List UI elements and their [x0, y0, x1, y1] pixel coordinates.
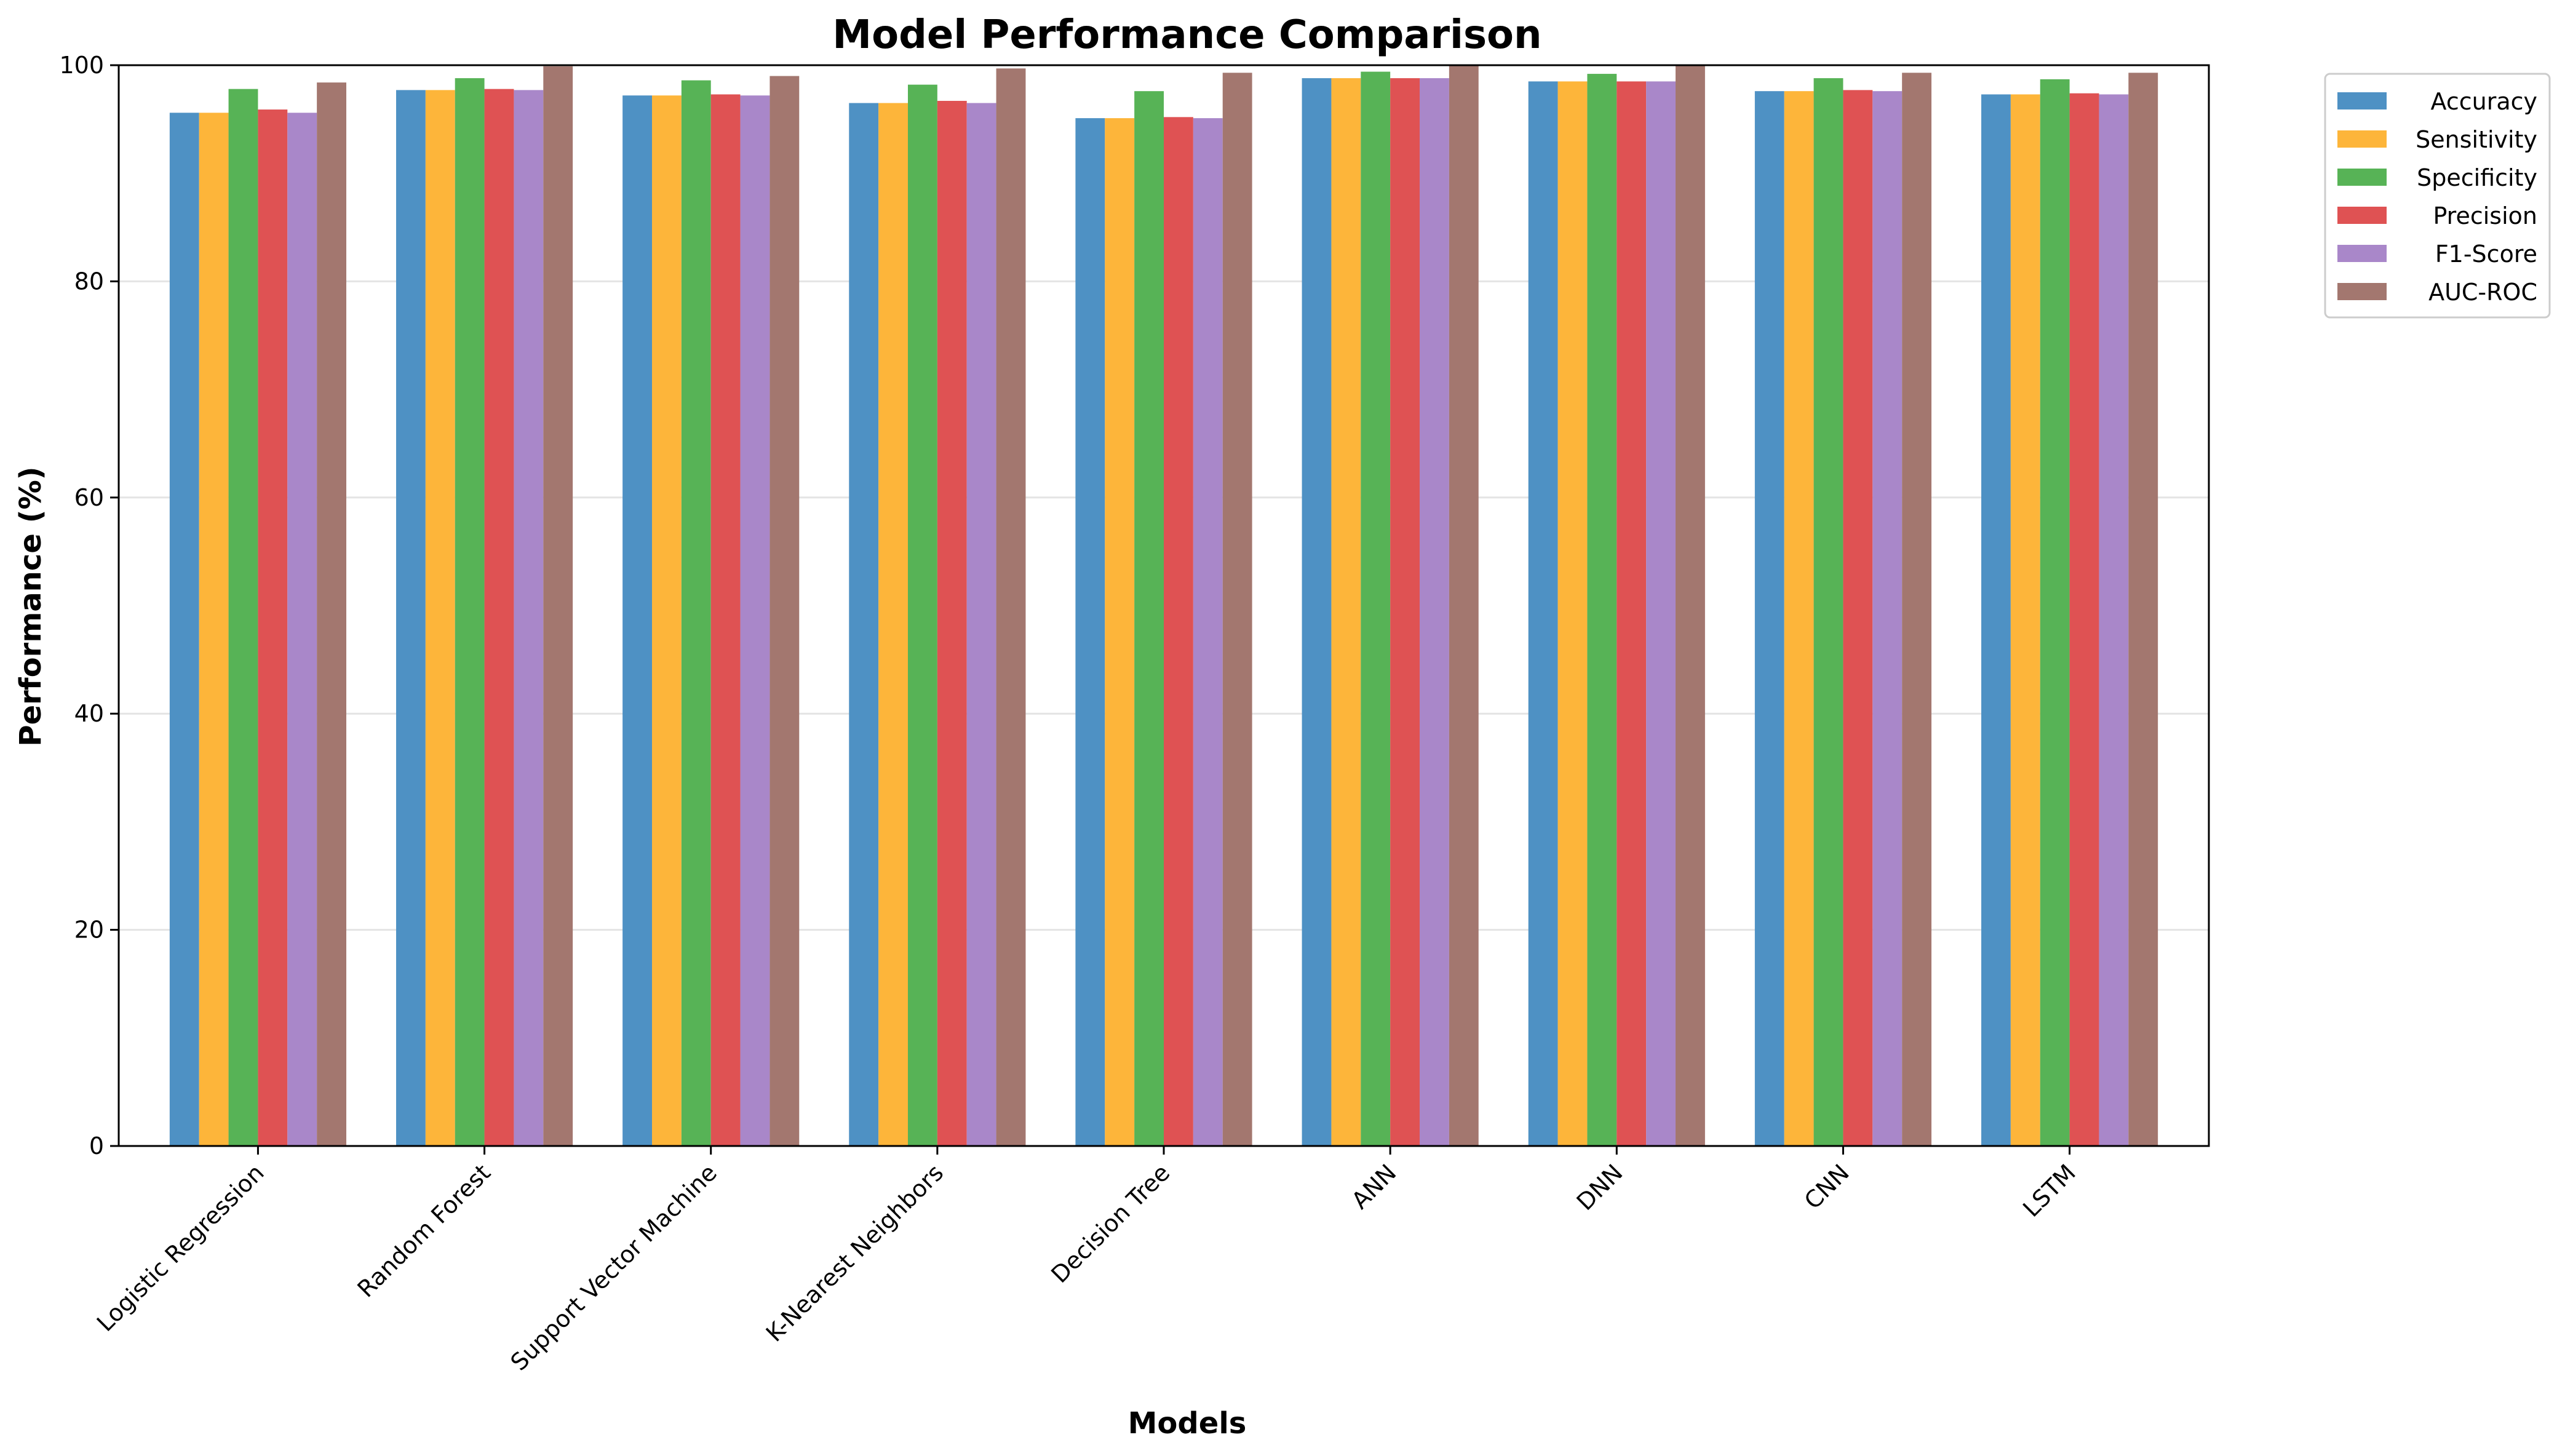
bar-sensitivity: [1784, 91, 1814, 1147]
bar-specificity: [2040, 79, 2070, 1146]
legend-label: AUC-ROC: [2428, 279, 2537, 306]
bar-sensitivity: [1331, 78, 1361, 1147]
legend-swatch: [2337, 283, 2387, 300]
bar-auc-roc: [769, 76, 800, 1147]
y-tick-label: 60: [74, 484, 104, 511]
bar-accuracy: [396, 90, 426, 1146]
legend-label: F1-Score: [2435, 241, 2537, 268]
chart-title: Model Performance Comparison: [832, 12, 1541, 58]
bar-precision: [258, 109, 288, 1147]
bar-sensitivity: [2010, 94, 2040, 1147]
bar-precision: [1164, 117, 1193, 1147]
y-tick-label: 40: [74, 700, 104, 727]
bar-sensitivity: [199, 113, 229, 1147]
bar-accuracy: [622, 95, 652, 1146]
bar-accuracy: [1528, 81, 1558, 1147]
y-tick-label: 100: [59, 52, 104, 79]
bar-precision: [1390, 78, 1420, 1147]
bar-specificity: [907, 84, 937, 1147]
bar-accuracy: [1075, 118, 1105, 1146]
legend-swatch: [2337, 130, 2387, 148]
legend-label: Sensitivity: [2416, 126, 2537, 153]
bar-f1-score: [740, 95, 770, 1146]
bar-sensitivity: [1557, 81, 1588, 1147]
bar-f1-score: [966, 103, 996, 1146]
bar-specificity: [681, 80, 711, 1146]
bar-auc-roc: [1902, 73, 1932, 1147]
bar-f1-score: [1193, 118, 1223, 1146]
bar-f1-score: [1872, 91, 1903, 1147]
y-tick-label: 80: [74, 268, 104, 295]
legend-swatch: [2337, 245, 2387, 262]
bar-accuracy: [849, 103, 879, 1146]
bar-f1-score: [514, 90, 544, 1146]
bar-precision: [1617, 81, 1647, 1147]
bar-auc-roc: [1676, 65, 1705, 1146]
bar-sensitivity: [878, 103, 908, 1146]
y-axis-ticks: 0 20 40 60 80 100: [59, 52, 119, 1160]
bar-f1-score: [287, 113, 317, 1147]
bar-sensitivity: [1105, 118, 1135, 1146]
bar-specificity: [1361, 71, 1391, 1147]
bar-specificity: [1813, 78, 1843, 1147]
bar-f1-score: [2099, 94, 2129, 1147]
bar-auc-roc: [543, 66, 573, 1147]
bar-specificity: [228, 89, 258, 1146]
legend-swatch: [2337, 92, 2387, 109]
bars: [169, 65, 2158, 1147]
bar-precision: [1843, 90, 1873, 1146]
bar-accuracy: [1754, 91, 1784, 1147]
bar-auc-roc: [2128, 73, 2158, 1147]
bar-specificity: [1587, 74, 1617, 1146]
bar-accuracy: [169, 113, 199, 1147]
bar-f1-score: [1646, 81, 1676, 1147]
bar-precision: [2069, 93, 2099, 1146]
legend-label: Accuracy: [2431, 88, 2538, 115]
bar-auc-roc: [1222, 73, 1252, 1147]
bar-precision: [937, 100, 967, 1147]
bar-specificity: [1134, 91, 1164, 1147]
bar-sensitivity: [651, 95, 682, 1146]
bar-precision: [484, 89, 514, 1146]
bar-specificity: [455, 78, 485, 1147]
bar-accuracy: [1981, 94, 2011, 1147]
bar-auc-roc: [996, 68, 1026, 1146]
legend: Accuracy Sensitivity Specificity Precision F…: [2324, 73, 2551, 319]
bar-precision: [710, 94, 741, 1147]
bar-sensitivity: [425, 90, 455, 1146]
legend-label: Specificity: [2417, 164, 2537, 191]
legend-label: Precision: [2433, 202, 2537, 229]
legend-swatch: [2337, 207, 2387, 224]
bar-accuracy: [1302, 78, 1332, 1147]
y-axis-label: Performance (%): [14, 466, 48, 746]
legend-swatch: [2337, 169, 2387, 186]
y-tick-label: 20: [74, 917, 104, 944]
bar-f1-score: [1420, 78, 1449, 1147]
bar-auc-roc: [1449, 65, 1479, 1146]
y-tick-label: 0: [89, 1132, 104, 1160]
x-axis-label: Models: [1128, 1406, 1247, 1441]
bar-auc-roc: [317, 82, 346, 1146]
